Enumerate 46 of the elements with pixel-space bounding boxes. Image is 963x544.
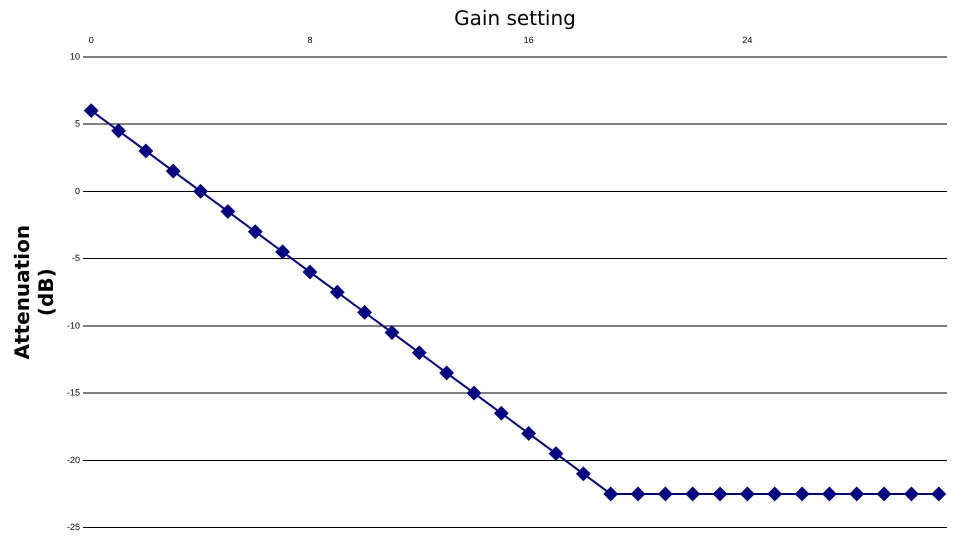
point [302,265,317,280]
point [358,305,372,320]
y-axis-title: Attenuation (dB) [10,224,58,360]
y-tick-label: 5 [74,118,80,129]
y-tick-label: 10 [70,51,80,62]
point [904,486,918,501]
point [412,346,426,360]
point [658,486,672,501]
y-tick-label: -5 [72,253,80,264]
y-tick-label: -10 [66,320,80,330]
point [276,244,290,259]
point [220,204,235,218]
point [522,426,536,440]
point [822,486,836,501]
point [84,104,98,118]
point [713,486,728,501]
point [466,386,481,400]
point [494,406,508,420]
point [549,446,564,461]
point [440,366,454,380]
x-axis-title: Gain setting [454,6,576,30]
x-tick-label: 16 [524,34,534,45]
point [740,486,754,501]
y-tick-label: -15 [66,388,80,398]
point [850,486,864,501]
point [138,144,153,158]
x-tick-label: 0 [88,34,94,45]
point [248,224,262,239]
y-tick-label: -20 [66,454,80,465]
point [330,285,344,300]
point [795,486,810,501]
point [932,486,946,501]
point [166,164,180,178]
point [112,124,126,138]
x-tick-label: 8 [307,34,312,45]
point [877,486,892,501]
x-tick-label: 24 [742,34,752,45]
point [384,326,399,340]
point [768,486,782,501]
point [194,184,208,198]
point [576,466,590,481]
point [631,486,646,501]
point [604,486,618,501]
y-tick-label: -25 [66,522,80,532]
y-tick-label: 0 [74,186,80,196]
point [686,486,700,501]
